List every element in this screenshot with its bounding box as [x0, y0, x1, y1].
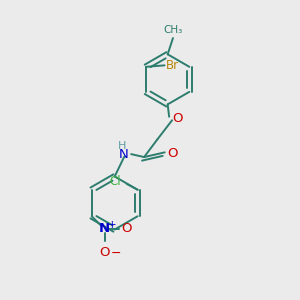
- Text: N: N: [119, 148, 129, 160]
- Text: +: +: [108, 220, 117, 230]
- Text: O: O: [99, 246, 110, 259]
- Text: H: H: [118, 141, 126, 151]
- Text: −: −: [111, 247, 122, 260]
- Text: Br: Br: [166, 59, 179, 72]
- Text: Cl: Cl: [110, 175, 122, 188]
- Text: N: N: [99, 222, 110, 235]
- Text: O: O: [168, 147, 178, 160]
- Text: O: O: [121, 222, 131, 235]
- Text: O: O: [173, 112, 183, 125]
- Text: CH₃: CH₃: [163, 25, 183, 35]
